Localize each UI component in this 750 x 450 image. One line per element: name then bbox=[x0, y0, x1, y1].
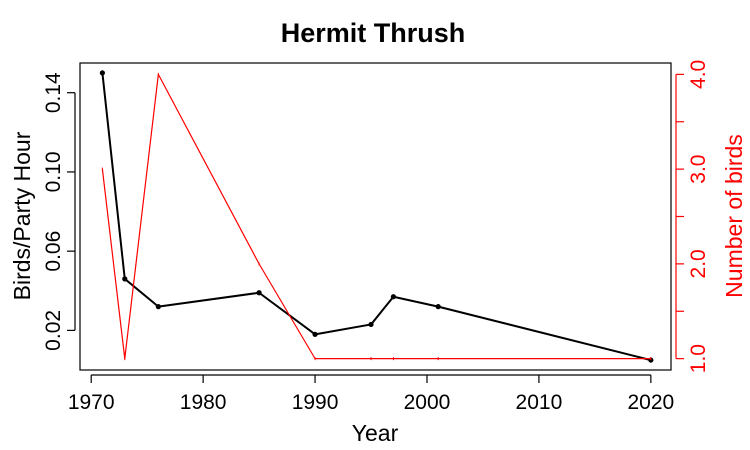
y2-tick-label: 1.0 bbox=[687, 344, 710, 373]
chart-title: Hermit Thrush bbox=[281, 18, 466, 48]
x-tick-label: 1980 bbox=[180, 391, 227, 414]
y-tick-label: 0.10 bbox=[42, 151, 65, 192]
y-tick-label: 0.02 bbox=[42, 310, 65, 351]
data-point bbox=[256, 290, 262, 296]
y2-tick-label: 2.0 bbox=[687, 249, 710, 278]
x-tick-label: 2000 bbox=[404, 391, 451, 414]
x-tick-label: 2020 bbox=[627, 391, 674, 414]
y2-tick-label: 3.0 bbox=[687, 155, 710, 184]
data-point bbox=[122, 276, 128, 282]
y-axis-label: Birds/Party Hour bbox=[9, 131, 35, 300]
data-point bbox=[99, 70, 105, 76]
left-y-axis: 0.02 0.06 0.10 0.14 bbox=[42, 72, 76, 351]
plot-frame bbox=[79, 62, 672, 371]
y-tick-label: 0.14 bbox=[42, 72, 65, 113]
y2-axis-label: Number of birds bbox=[721, 134, 747, 298]
right-y-axis: 1.0 2.0 3.0 4.0 bbox=[675, 60, 710, 373]
x-tick-label: 2010 bbox=[516, 391, 563, 414]
data-point bbox=[312, 331, 318, 337]
data-point bbox=[155, 304, 161, 310]
x-tick-label: 1990 bbox=[292, 391, 339, 414]
data-point bbox=[368, 321, 374, 328]
data-point bbox=[390, 294, 397, 300]
x-axis-label: Year bbox=[352, 420, 399, 446]
series-layer bbox=[99, 70, 654, 363]
y-tick-label: 0.06 bbox=[42, 231, 65, 272]
data-point bbox=[435, 304, 441, 310]
x-axis: 1970 1980 1990 2000 2010 2020 bbox=[68, 374, 674, 414]
y2-tick-label: 4.0 bbox=[687, 60, 710, 89]
series-line-left bbox=[101, 72, 652, 362]
x-tick-label: 1970 bbox=[68, 391, 115, 414]
